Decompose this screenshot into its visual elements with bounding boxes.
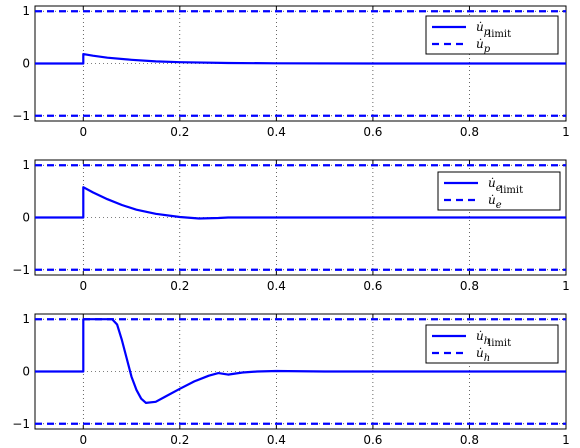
y-tick-label: 1	[22, 158, 30, 172]
x-tick-label: 0.4	[267, 433, 286, 447]
legend-box	[425, 324, 559, 364]
series-line	[35, 52, 566, 65]
legend-box	[425, 15, 559, 55]
legend-limit-label: u̇p	[476, 37, 491, 55]
y-tick-label: 0	[22, 211, 30, 225]
legend-series-label: u̇p	[476, 20, 491, 38]
x-tick-label: 0.6	[363, 279, 382, 293]
legend-limit-label: u̇h	[476, 346, 490, 364]
x-tick-label: 1	[562, 125, 570, 139]
x-tick-label: 0	[79, 279, 87, 293]
x-tick-label: 0	[79, 433, 87, 447]
y-tick-label: 1	[22, 312, 30, 326]
legend-limit-superscript: limit	[488, 29, 511, 40]
x-tick-label: 0	[79, 125, 87, 139]
y-tick-label: 0	[22, 365, 30, 379]
legend-limit-superscript: limit	[488, 338, 511, 349]
y-tick-label: −1	[12, 263, 30, 277]
x-tick-label: 0.2	[170, 125, 189, 139]
y-tick-label: 0	[22, 57, 30, 71]
y-tick-label: 1	[22, 4, 30, 18]
series-line	[35, 186, 566, 220]
y-tick-label: −1	[12, 417, 30, 431]
x-tick-label: 0.6	[363, 125, 382, 139]
x-tick-label: 0.8	[460, 433, 479, 447]
x-tick-label: 1	[562, 433, 570, 447]
x-tick-label: 0.4	[267, 279, 286, 293]
series-line	[35, 318, 566, 404]
x-tick-label: 0.8	[460, 125, 479, 139]
x-tick-label: 0.2	[170, 279, 189, 293]
legend-limit-superscript: limit	[500, 185, 523, 196]
legend-series-label: u̇e	[488, 176, 502, 194]
x-tick-label: 0.2	[170, 433, 189, 447]
x-tick-label: 0.6	[363, 433, 382, 447]
y-tick-label: −1	[12, 109, 30, 123]
legend-limit-label: u̇e	[488, 193, 502, 211]
x-tick-label: 1	[562, 279, 570, 293]
legend-box	[437, 171, 561, 211]
legend-series-label: u̇h	[476, 329, 490, 347]
x-tick-label: 0.8	[460, 279, 479, 293]
x-tick-label: 0.4	[267, 125, 286, 139]
